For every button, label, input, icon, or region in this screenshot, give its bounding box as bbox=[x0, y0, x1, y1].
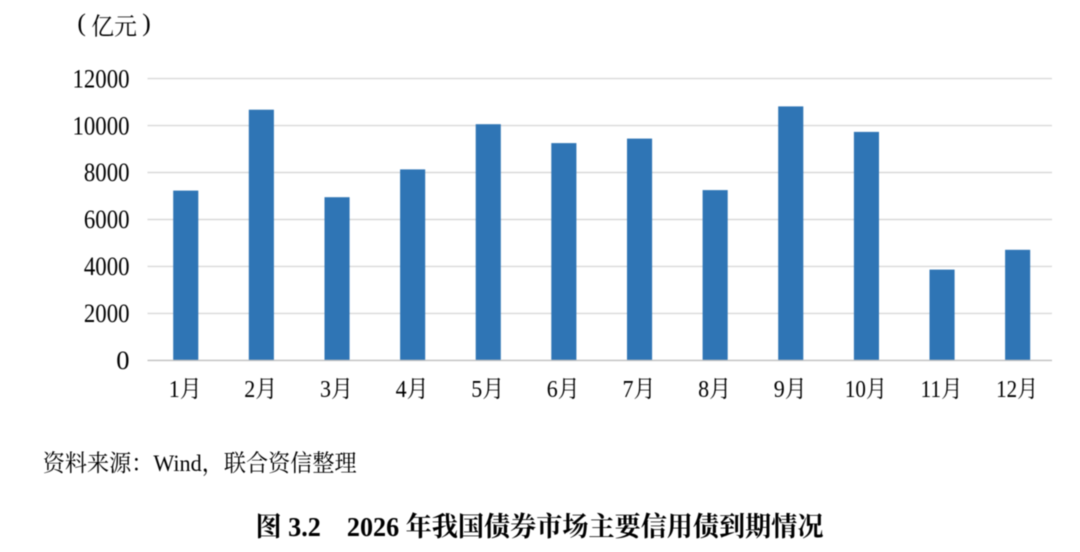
svg-text:8000: 8000 bbox=[84, 157, 130, 187]
svg-text:(: ( bbox=[77, 8, 86, 37]
svg-text:4月: 4月 bbox=[396, 377, 429, 403]
svg-text:资料来源：Wind，联合资信整理: 资料来源：Wind，联合资信整理 bbox=[43, 450, 357, 477]
svg-text:10000: 10000 bbox=[73, 110, 130, 140]
svg-text:1月: 1月 bbox=[169, 377, 202, 403]
svg-text:8月: 8月 bbox=[698, 377, 731, 403]
svg-text:11月: 11月 bbox=[921, 377, 963, 403]
svg-text:2月: 2月 bbox=[244, 377, 277, 403]
svg-text:3月: 3月 bbox=[320, 377, 353, 403]
svg-text:9月: 9月 bbox=[774, 377, 807, 403]
svg-text:12月: 12月 bbox=[996, 377, 1038, 403]
svg-text:2000: 2000 bbox=[84, 298, 130, 328]
svg-text:5月: 5月 bbox=[471, 377, 504, 403]
svg-text:6000: 6000 bbox=[84, 204, 130, 234]
svg-text:0: 0 bbox=[116, 345, 129, 375]
svg-text:6月: 6月 bbox=[547, 377, 580, 403]
svg-text:4000: 4000 bbox=[84, 251, 130, 281]
svg-text:亿元: 亿元 bbox=[91, 13, 137, 40]
svg-text:图 3.2 2026 年我国债券市场主要信用债到期情况: 图 3.2 2026 年我国债券市场主要信用债到期情况 bbox=[256, 512, 824, 542]
svg-text:12000: 12000 bbox=[73, 63, 130, 93]
svg-text:10月: 10月 bbox=[845, 377, 887, 403]
svg-text:): ) bbox=[142, 8, 151, 37]
svg-text:7月: 7月 bbox=[623, 377, 656, 403]
